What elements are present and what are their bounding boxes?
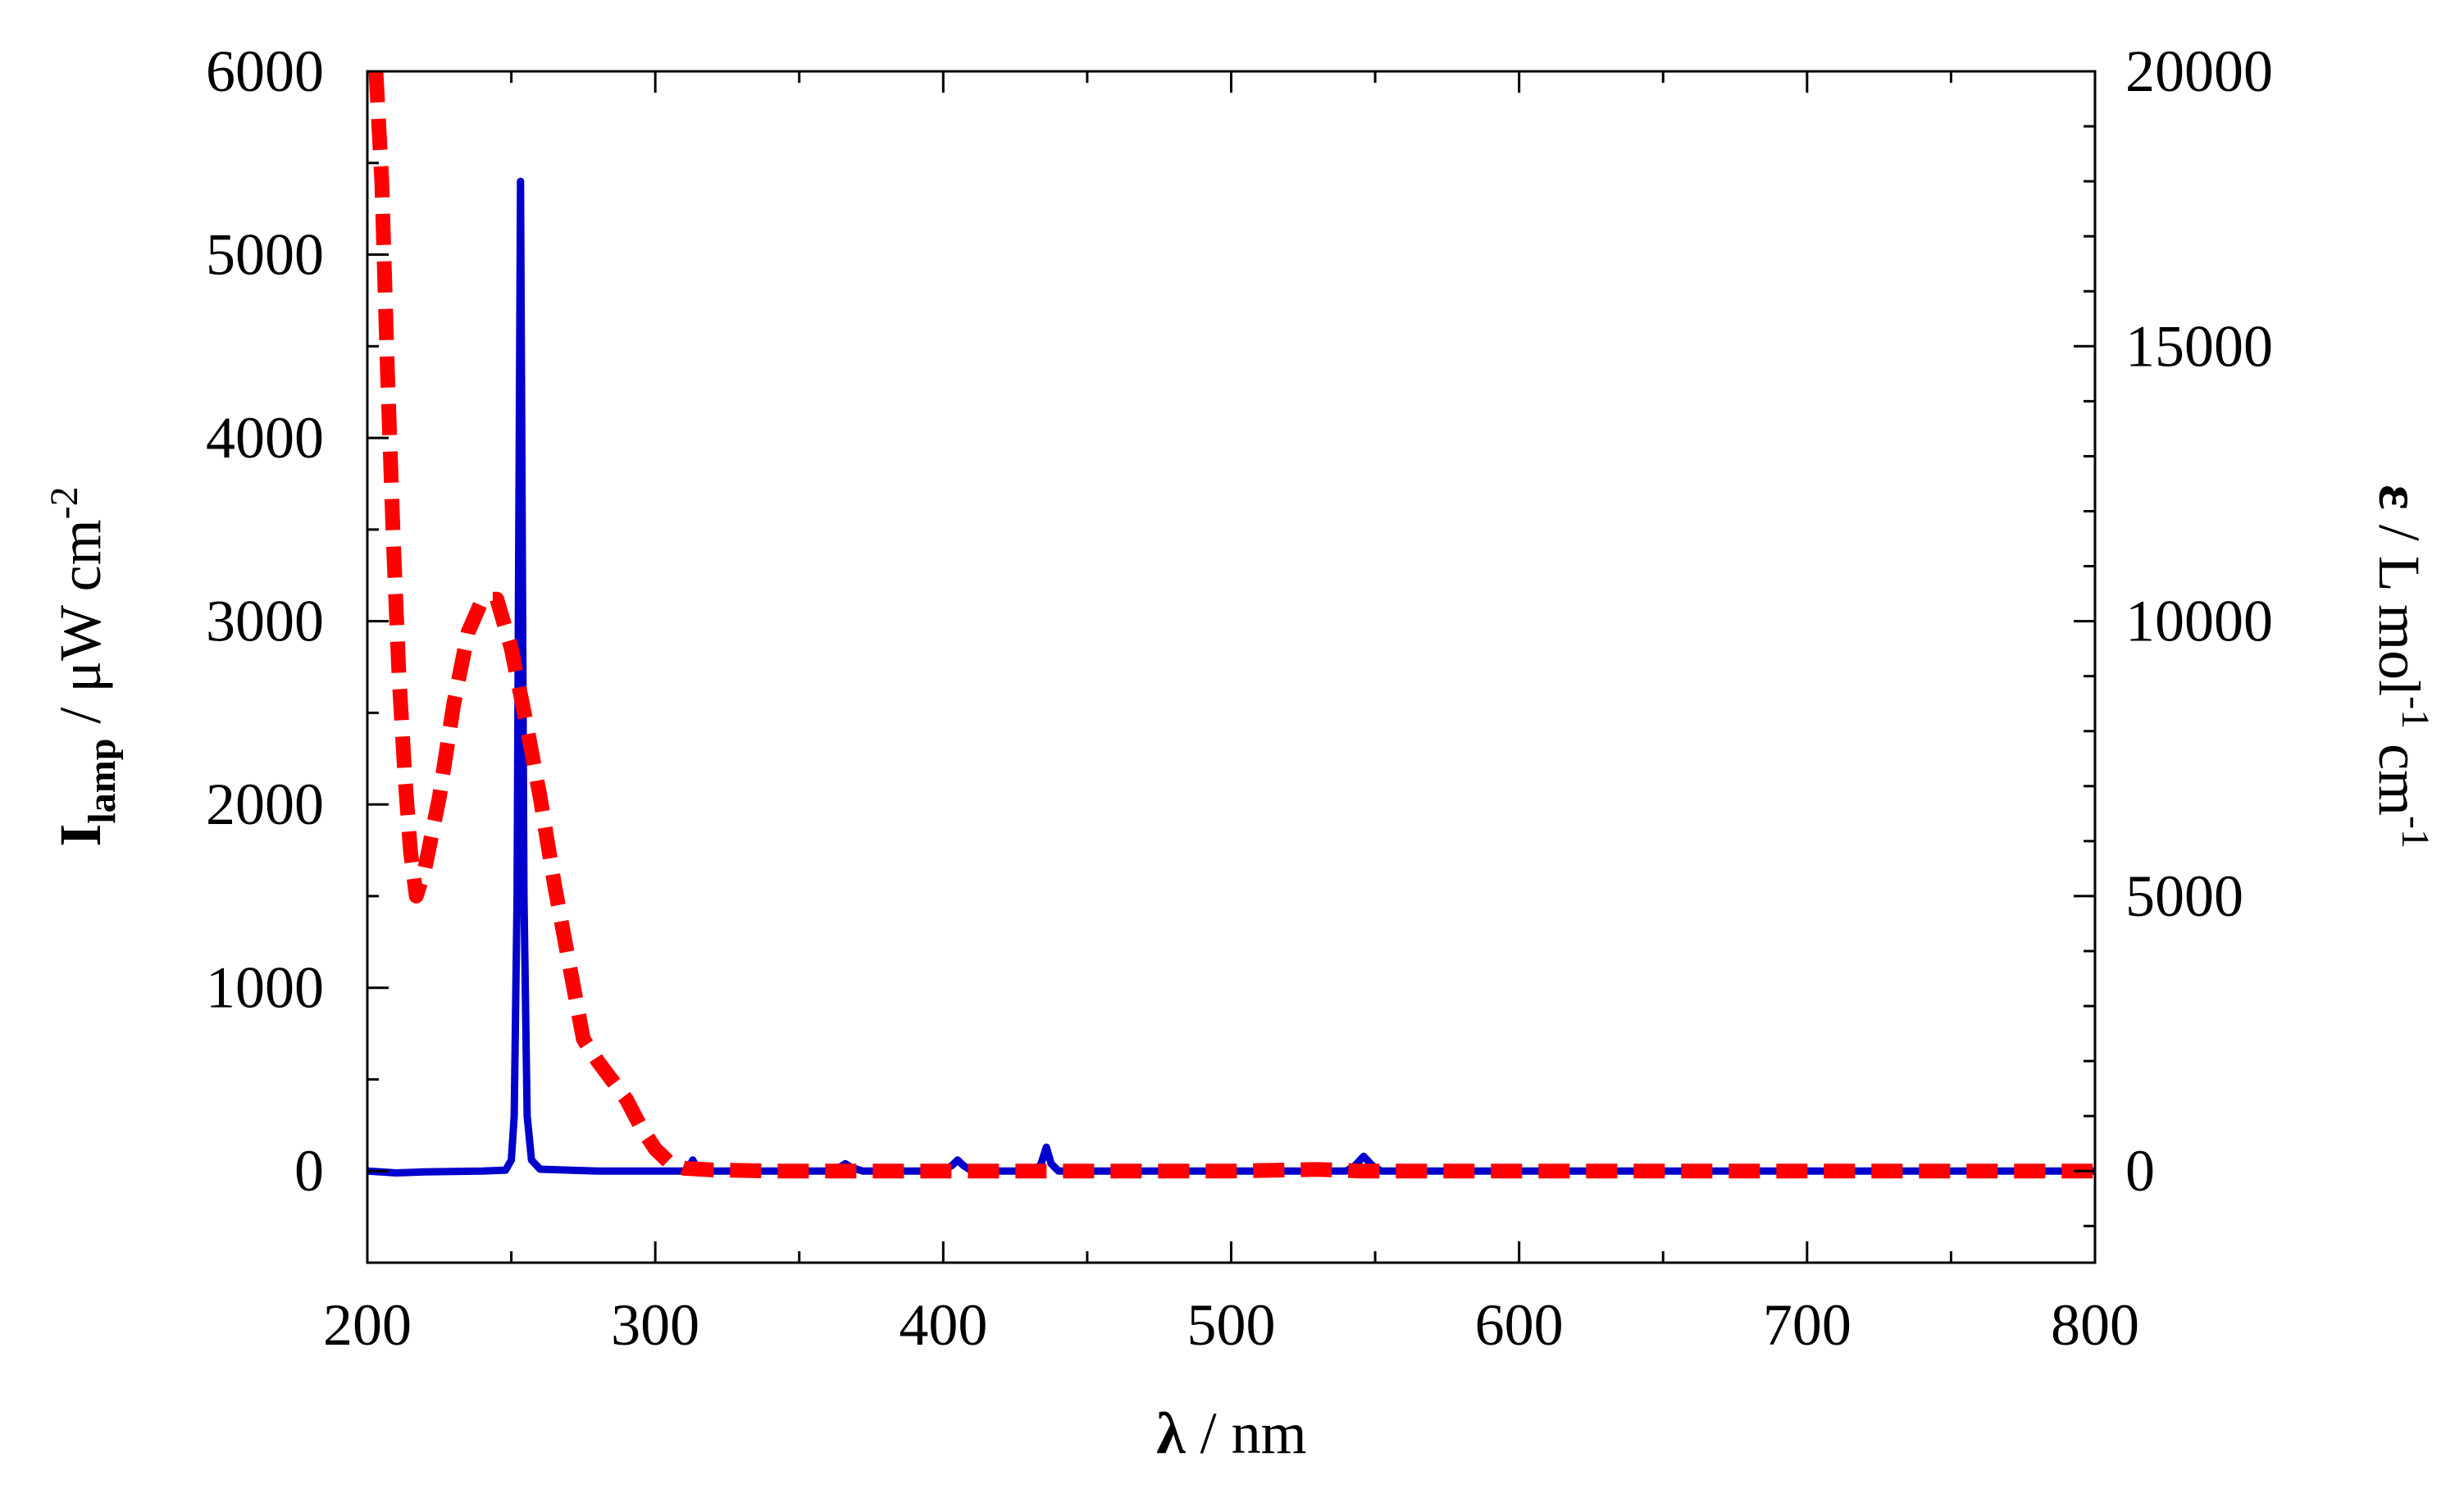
x-tick-label: 600 [1475,1292,1564,1358]
labels-layer: 200 300 400 500 600 700 800 0 1000 2000 3000 4000 50… [206,39,2273,1358]
x-tick-label: 200 [323,1292,412,1358]
x-tick-label: 400 [899,1292,987,1358]
y-left-tick-label: 2000 [206,772,324,837]
x-axis-symbol: λ [1156,1400,1186,1466]
x-tick-label: 300 [611,1292,699,1358]
y-left-tick-label: 5000 [206,222,324,288]
y-left-symbol: I [48,824,113,847]
y-right-tick-label: 10000 [2125,589,2273,654]
y-right-symbol: ε [2366,485,2432,510]
y-right-tick-label: 20000 [2125,39,2273,104]
y-right-tick-label: 15000 [2125,313,2273,379]
y-right-tick-label: 0 [2125,1138,2155,1204]
y-right-tick-label: 5000 [2125,863,2243,929]
y-left-tick-label: 0 [294,1138,324,1204]
y-left-subscript: lamp [80,739,124,824]
y-right-sup-2: -1 [2393,816,2437,849]
y-left-axis-title: Ilamp / μW cm-2 [43,486,124,846]
x-tick-label: 700 [1763,1292,1851,1358]
plot-frame [366,70,2097,1264]
y-left-tick-label: 4000 [206,405,324,471]
series-layer [367,71,2095,1179]
y-left-tick-label: 1000 [206,955,324,1021]
x-tick-label: 500 [1187,1292,1276,1358]
x-axis-title: λ / nm [1156,1400,1306,1466]
y-left-unit: / μW cm [48,519,113,738]
y-left-superscript: -2 [43,486,86,519]
y-right-unit-2: cm [2366,729,2432,816]
series-epsilon-line [368,71,2095,1179]
y-right-unit-1: / L mol [2366,510,2432,696]
x-axis-unit: / nm [1186,1400,1307,1466]
y-left-tick-label: 6000 [206,39,324,104]
x-tick-label: 800 [2051,1292,2139,1358]
y-left-tick-label: 3000 [206,589,324,654]
y-right-sup-1: -1 [2393,696,2437,729]
y-right-axis-title: ε / L mol-1 cm-1 [2366,485,2437,849]
ticks-layer [366,70,2097,1264]
series-lamp-intensity-line [367,177,2095,1177]
